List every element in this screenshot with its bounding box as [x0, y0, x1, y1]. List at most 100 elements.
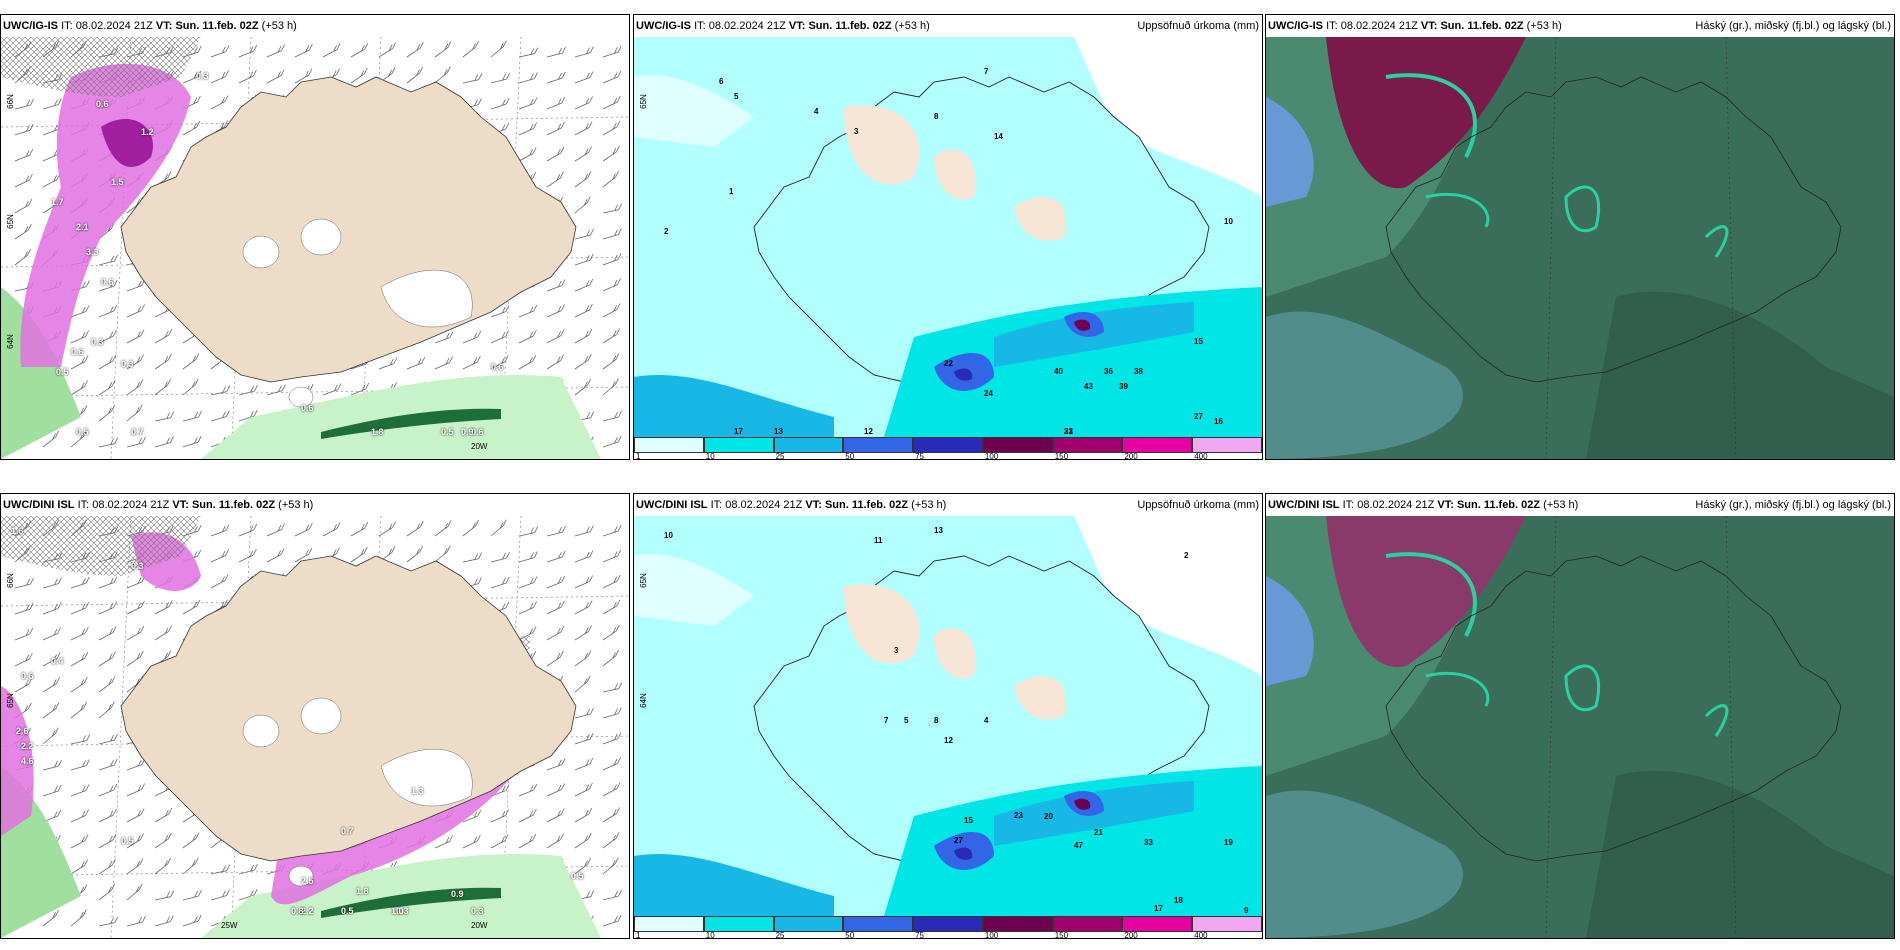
value-label: 3: [854, 127, 859, 136]
field-title: Háský (gr.), miðský (fj.bl.) og lágský (…: [1695, 20, 1891, 32]
map-panel: UWC/DINI ISL IT: 08.02.2024 21Z VT: Sun.…: [0, 493, 630, 939]
field-title: Uppsöfnuð úrkoma (mm): [1137, 499, 1259, 511]
value-label: 7: [884, 716, 889, 725]
value-label: 17: [1154, 904, 1163, 913]
value-label: 38: [1134, 367, 1143, 376]
axis-label: 64N: [5, 334, 15, 349]
it-label: IT:: [77, 499, 90, 511]
value-label: 10: [664, 531, 673, 540]
lead-time: (+53 h): [278, 499, 314, 511]
value-label: 0.3: [121, 359, 134, 369]
colorbar-cell: [982, 437, 1053, 453]
value-label: 0.7: [341, 826, 354, 836]
value-label: 0.5: [571, 871, 584, 881]
colorbar-tick: 10: [705, 452, 715, 460]
colorbar-tick: 75: [915, 452, 924, 460]
init-time: 08.02.2024 21Z: [92, 499, 170, 511]
colorbar-tick: 400: [1194, 931, 1208, 939]
lead-time: (+53 h): [894, 20, 930, 32]
value-label: 33: [1144, 838, 1153, 847]
value-label: 14: [994, 132, 1003, 141]
value-label: 0.6: [21, 671, 34, 681]
panel-title: UWC/DINI ISL IT: 08.02.2024 21Z VT: Sun.…: [1268, 494, 1578, 516]
lead-time: (+53 h): [911, 499, 947, 511]
value-label: 21: [1094, 828, 1103, 837]
value-label: 17: [734, 427, 743, 436]
panel-header: UWC/DINI ISL IT: 08.02.2024 21Z VT: Sun.…: [1266, 494, 1894, 516]
value-label: 12: [944, 736, 953, 745]
value-label: 0.9: [451, 889, 464, 899]
value-label: 8: [934, 716, 939, 725]
colorbar-tick: 10: [705, 931, 715, 939]
field-title: Uppsöfnuð úrkoma (mm): [1137, 20, 1259, 32]
map-panel: UWC/IG-IS IT: 08.02.2024 21Z VT: Sun. 11…: [0, 14, 630, 460]
value-label: 6: [719, 77, 724, 86]
vt-label: VT:: [788, 20, 806, 32]
model-name: UWC/DINI ISL: [3, 499, 75, 511]
value-label: 0.9: [461, 427, 474, 437]
model-name: UWC/IG-IS: [636, 20, 691, 32]
vt-label: VT:: [1420, 20, 1438, 32]
valid-time: Sun. 11.feb. 02Z: [824, 499, 909, 511]
colorbar-tick: 200: [1124, 452, 1138, 460]
colorbar-cell: [703, 437, 774, 453]
map-panel: UWC/DINI ISL IT: 08.02.2024 21Z VT: Sun.…: [633, 493, 1263, 939]
it-label: IT:: [694, 20, 706, 32]
model-name: UWC/IG-IS: [3, 20, 58, 32]
field-title: Háský (gr.), miðský (fj.bl.) og lágský (…: [1695, 499, 1891, 511]
value-label: 1.8: [356, 886, 369, 896]
value-label: 1.0: [391, 906, 404, 916]
value-label: 1.8: [371, 427, 384, 437]
map-area: 1.6 0.3 0.4 0.6 2.6 2.2 4.6 0.5 1.3 0.7 2.5 1.8 0.5 0…: [1, 516, 629, 938]
value-label: 0.6: [96, 99, 109, 109]
colorbar-cell: [634, 437, 704, 453]
map-area: [1266, 37, 1894, 459]
valid-time: Sun. 11.feb. 02Z: [808, 20, 892, 32]
map-area: 10 13 11 8 7 5 4 3 2 12 15 27 20 23 47 21 33 19 18 17 9 65N 64…: [634, 516, 1262, 938]
colorbar-tick: 100: [984, 931, 999, 939]
value-label: 2.5: [301, 876, 314, 886]
value-label: 0.4: [51, 656, 64, 666]
colorbar-tick: 150: [1054, 452, 1069, 460]
model-name: UWC/DINI ISL: [636, 499, 708, 511]
map-panel: UWC/IG-IS IT: 08.02.2024 21Z VT: Sun. 11…: [1265, 14, 1895, 460]
value-label: 31: [1064, 427, 1073, 436]
colorbar-cell: [1052, 916, 1123, 932]
axis-label: 65N: [638, 94, 648, 109]
lead-time: (+53 h): [1543, 499, 1579, 511]
value-label: 0.6: [301, 403, 314, 413]
value-label: 16: [1214, 417, 1223, 426]
it-label: IT:: [710, 499, 723, 511]
value-label: 3.3: [86, 247, 99, 257]
value-label: 0.6: [471, 427, 484, 437]
value-label: 3: [894, 646, 899, 655]
axis-label: 65N: [5, 214, 15, 229]
value-label: 4.6: [21, 756, 34, 766]
value-label: 36: [1104, 367, 1113, 376]
init-time: 08.02.2024 21Z: [75, 20, 153, 32]
value-label: 8: [934, 112, 939, 121]
lead-time: (+53 h): [1526, 20, 1562, 32]
value-label: 0.8: [291, 906, 304, 916]
value-label: 15: [1194, 337, 1203, 346]
panel-header: UWC/IG-IS IT: 08.02.2024 21Z VT: Sun. 11…: [1, 15, 629, 37]
panel-title: UWC/IG-IS IT: 08.02.2024 21Z VT: Sun. 11…: [636, 15, 930, 37]
value-label: 11: [874, 536, 883, 545]
axis-label: 64N: [638, 693, 648, 708]
value-label: 19: [1224, 838, 1233, 847]
colorbar: 1 10 25 50 75 100 150 200 400: [634, 437, 1262, 459]
colorbar-tick: 50: [845, 931, 855, 939]
colorbar-tick: 200: [1124, 931, 1138, 939]
colorbar-cell: [773, 916, 844, 932]
colorbar-cell: [1122, 437, 1193, 453]
valid-time: Sun. 11.feb. 02Z: [1456, 499, 1541, 511]
axis-label: 20W: [471, 442, 488, 451]
value-label: 12: [864, 427, 873, 436]
value-label: 13: [774, 427, 783, 436]
value-label: 13: [934, 526, 943, 535]
init-time: 08.02.2024 21Z: [1340, 20, 1418, 32]
value-label: 7: [984, 67, 989, 76]
colorbar-cell: [1052, 437, 1123, 453]
value-label: 22: [944, 359, 953, 368]
value-label: 1.6: [11, 526, 24, 536]
